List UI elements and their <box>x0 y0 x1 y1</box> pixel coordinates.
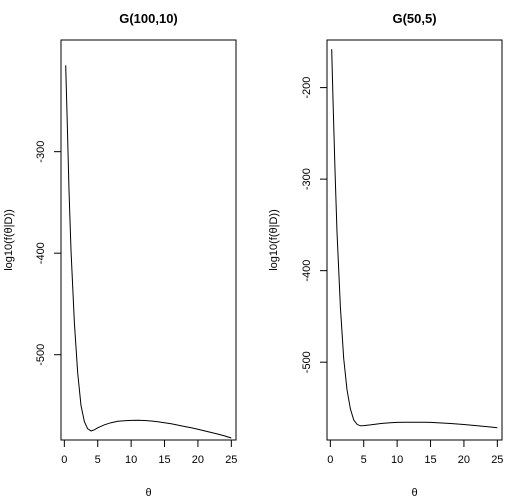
y-tick-label: -400 <box>35 242 47 264</box>
y-tick-label: -500 <box>301 351 313 373</box>
y-tick-label: -200 <box>301 77 313 99</box>
x-tick-label: 15 <box>424 454 436 466</box>
y-axis-label: log10(f(θ|D)) <box>268 209 280 271</box>
x-tick-label: 0 <box>61 454 67 466</box>
x-axis-label: θ <box>411 487 417 499</box>
chart-title: G(50,5) <box>392 11 436 26</box>
panel-left: G(100,10) 0 5 10 15 20 25 -300 -400 -500 θ log10(f(… <box>3 11 237 499</box>
x-axis-label: θ <box>145 487 151 499</box>
x-tick-label: 10 <box>391 454 403 466</box>
series-line <box>331 49 498 429</box>
y-axis-label: log10(f(θ|D)) <box>3 209 15 271</box>
series-line <box>65 65 232 439</box>
chart-title: G(100,10) <box>119 11 178 26</box>
x-tick-label: 15 <box>158 454 170 466</box>
y-tick-label: -300 <box>301 168 313 190</box>
x-tick-label: 0 <box>327 454 333 466</box>
x-tick-label: 5 <box>361 454 367 466</box>
x-tick-label: 20 <box>192 454 204 466</box>
y-tick-label: -500 <box>35 344 47 366</box>
x-tick-label: 25 <box>225 454 237 466</box>
y-tick-label: -300 <box>35 141 47 163</box>
x-tick-label: 5 <box>95 454 101 466</box>
plot-frame <box>60 39 237 441</box>
x-tick-label: 20 <box>458 454 470 466</box>
x-tick-label: 10 <box>125 454 137 466</box>
plot-frame <box>326 39 503 441</box>
x-tick-label: 25 <box>491 454 503 466</box>
y-tick-label: -400 <box>301 260 313 282</box>
panel-right: G(50,5) 0 5 10 15 20 25 -200 -300 -400 -500 θ log10(… <box>268 11 503 499</box>
